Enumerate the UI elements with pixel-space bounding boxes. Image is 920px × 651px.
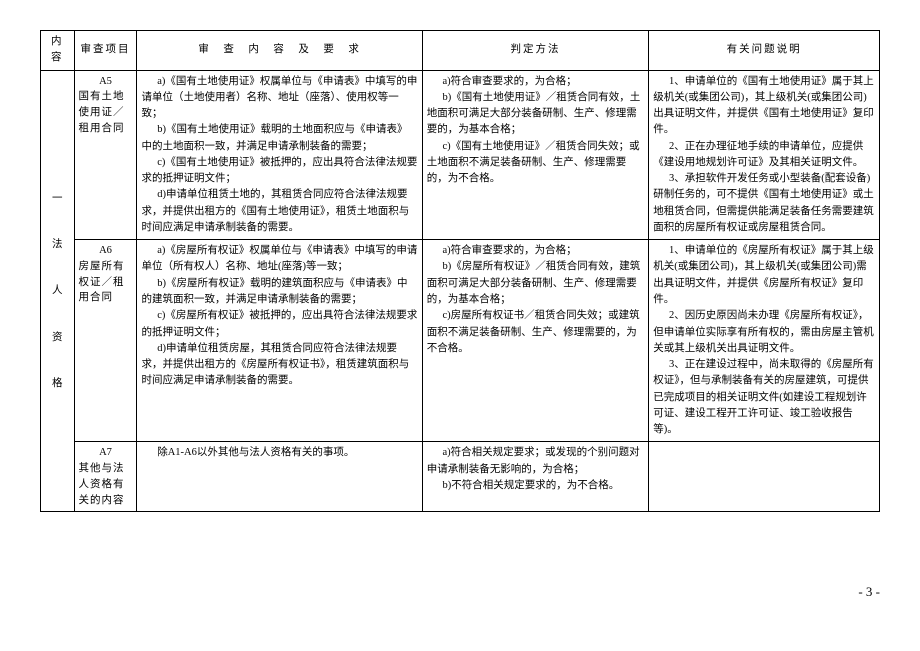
table-body: 一法人资格A5国有土地使用证／租用合同a)《国有土地使用证》权属单位与《申请表》… [41,70,880,512]
item-code: A6 [79,243,133,259]
requirements-cell: a)《国有土地使用证》权属单位与《申请表》中填写的申请单位（土地使用者）名称、地… [137,70,422,240]
header-item: 审查项目 [74,31,137,71]
remark-cell [649,442,880,512]
review-table: 内容 审查项目 审 查 内 容 及 要 求 判定方法 有关问题说明 一法人资格A… [40,30,880,512]
item-name: 其他与法人资格有关的内容 [79,461,133,508]
header-remark: 有关问题说明 [649,31,880,71]
judge-cell: a)符合审查要求的，为合格；b)《房屋所有权证》／租赁合同有效，建筑面积可满足大… [422,240,649,442]
requirements-cell: 除A1-A6以外其他与法人资格有关的事项。 [137,442,422,512]
table-row: A7其他与法人资格有关的内容除A1-A6以外其他与法人资格有关的事项。a)符合相… [41,442,880,512]
item-cell: A5国有土地使用证／租用合同 [74,70,137,240]
header-judge: 判定方法 [422,31,649,71]
header-requirements: 审 查 内 容 及 要 求 [137,31,422,71]
remark-cell: 1、申请单位的《房屋所有权证》属于其上级机关(或集团公司)，其上级机关(或集团公… [649,240,880,442]
item-code: A5 [79,74,133,90]
item-name: 房屋所有权证／租用合同 [79,259,133,306]
table-row: A6房屋所有权证／租用合同a)《房屋所有权证》权属单位与《申请表》中填写的申请单… [41,240,880,442]
section-cell: 一法人资格 [41,70,75,512]
header-row: 内容 审查项目 审 查 内 容 及 要 求 判定方法 有关问题说明 [41,31,880,71]
item-name: 国有土地使用证／租用合同 [79,89,133,136]
remark-cell: 1、申请单位的《国有土地使用证》属于其上级机关(或集团公司)，其上级机关(或集团… [649,70,880,240]
header-content: 内容 [41,31,75,71]
judge-cell: a)符合审查要求的，为合格；b)《国有土地使用证》／租赁合同有效，土地面积可满足… [422,70,649,240]
judge-cell: a)符合相关规定要求；或发现的个别问题对申请承制装备无影响的，为合格；b)不符合… [422,442,649,512]
requirements-cell: a)《房屋所有权证》权属单位与《申请表》中填写的申请单位（所有权人）名称、地址(… [137,240,422,442]
item-code: A7 [79,445,133,461]
item-cell: A7其他与法人资格有关的内容 [74,442,137,512]
section-label: 一法人资格 [45,187,70,395]
page-number: - 3 - [40,582,880,602]
item-cell: A6房屋所有权证／租用合同 [74,240,137,442]
table-row: 一法人资格A5国有土地使用证／租用合同a)《国有土地使用证》权属单位与《申请表》… [41,70,880,240]
